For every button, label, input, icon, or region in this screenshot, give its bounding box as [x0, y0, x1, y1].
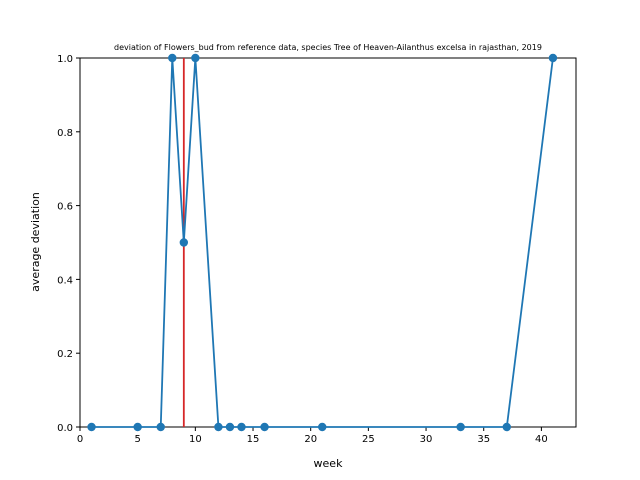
- series-line: [91, 57, 554, 428]
- x-tick-label: 15: [247, 434, 260, 445]
- y-axis: 0.0 0.2 0.4 0.6 0.8 1.0: [57, 54, 80, 434]
- data-point: [318, 422, 327, 432]
- x-tick-label: 20: [304, 434, 317, 445]
- y-tick-label: 0.8: [57, 128, 73, 139]
- data-point: [156, 422, 165, 432]
- data-point: [179, 238, 189, 247]
- y-tick-label: 0.0: [57, 423, 73, 434]
- data-point: [214, 422, 223, 432]
- plot-frame: [79, 57, 577, 428]
- x-tick-label: 40: [535, 434, 548, 445]
- y-tick-label: 1.0: [57, 54, 73, 65]
- x-tick-label: 35: [477, 434, 490, 445]
- y-tick-label: 0.2: [57, 349, 73, 360]
- x-tick-label: 25: [362, 434, 375, 445]
- x-tick-label: 10: [189, 434, 202, 445]
- data-point: [502, 422, 511, 432]
- data-point: [456, 422, 465, 432]
- x-axis-label: week: [314, 457, 344, 470]
- x-axis: 0 5 10 15 20 25 30 35 40: [77, 427, 548, 445]
- data-point: [237, 422, 246, 432]
- y-tick-label: 0.6: [57, 202, 73, 213]
- x-tick-label: 30: [420, 434, 433, 445]
- y-axis-label: average deviation: [29, 192, 42, 292]
- data-point: [260, 422, 269, 432]
- data-point: [548, 53, 558, 63]
- chart-title: deviation of Flowers_bud from reference …: [114, 43, 542, 52]
- x-tick-label: 5: [134, 434, 140, 445]
- plot-area: [79, 57, 577, 428]
- x-tick-label: 0: [77, 434, 83, 445]
- data-point: [87, 422, 96, 432]
- data-point: [225, 422, 235, 432]
- series-layer: [87, 53, 558, 432]
- data-point: [168, 53, 177, 63]
- data-point: [191, 53, 200, 63]
- data-point: [133, 422, 142, 432]
- y-tick-label: 0.4: [57, 275, 73, 286]
